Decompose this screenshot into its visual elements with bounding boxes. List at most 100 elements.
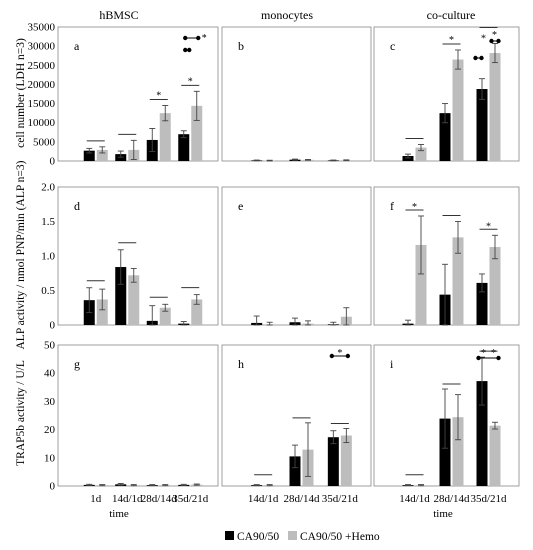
x-category-label: 1d xyxy=(90,493,102,505)
trend-marker-dot-start xyxy=(183,35,188,41)
significance-star: * xyxy=(156,90,161,101)
panel-frame xyxy=(57,344,219,487)
x-category-label: 14d/1d xyxy=(399,493,430,505)
bar xyxy=(340,435,352,486)
x-category-label: 28d/14d xyxy=(283,493,320,505)
x-category-label: 14d/1d xyxy=(112,493,143,505)
trend-marker-dot-end xyxy=(496,38,501,44)
y-tick-label: 2.0 xyxy=(41,182,55,194)
bar xyxy=(452,59,464,161)
panel-letter: h xyxy=(238,357,244,371)
row-label-cell-number: cell number (LDH n=3) xyxy=(15,38,27,148)
trend-marker-dot-start xyxy=(489,38,494,44)
significance-star: * xyxy=(449,35,454,46)
y-tick-label: 50 xyxy=(44,340,56,352)
bar xyxy=(489,247,501,325)
trend-marker-dot-start xyxy=(183,47,188,53)
x-category-label: 14d/1d xyxy=(248,493,279,505)
trend-marker-dot-end xyxy=(496,355,501,361)
bar xyxy=(83,150,95,161)
bar xyxy=(415,147,427,161)
bar xyxy=(452,237,464,325)
panel-frame xyxy=(221,186,372,326)
row-label-alp: ALP activity / nmol PNP/min (ALP n=3) xyxy=(15,160,27,349)
significance-star: * xyxy=(481,348,486,359)
y-tick-label: 0 xyxy=(50,320,56,332)
y-tick-label: 30000 xyxy=(28,41,56,53)
panel-letter: f xyxy=(390,199,394,213)
x-category-label: 35d/21d xyxy=(322,493,359,505)
panel-e: e xyxy=(221,186,372,326)
legend: CA90/50 CA90/50 +Hemo xyxy=(225,531,380,543)
y-tick-label: 35000 xyxy=(28,22,56,34)
panel-letter: d xyxy=(74,199,80,213)
x-category-label: 35d/21d xyxy=(172,493,209,505)
significance-star: * xyxy=(337,348,342,359)
panel-letter: a xyxy=(74,39,80,53)
panels: 05000100001500020000250003000035000a***b… xyxy=(28,22,520,493)
column-heading-coculture: co-culture xyxy=(427,8,476,22)
trend-marker-dot-start xyxy=(476,355,481,361)
panel-letter: c xyxy=(390,39,395,53)
x-title-hbmsc: time xyxy=(109,508,129,520)
significance-star: * xyxy=(188,76,193,87)
y-tick-label: 0.5 xyxy=(41,285,55,297)
bar xyxy=(115,267,127,325)
significance-star: * xyxy=(202,33,207,44)
panel-d: 0 0.5 1.0 1.5 2.0 d xyxy=(41,182,219,332)
x-title-coculture: time xyxy=(433,508,453,520)
bar xyxy=(159,113,171,161)
bar xyxy=(439,418,451,486)
y-tick-label: 5000 xyxy=(33,136,56,148)
bar xyxy=(128,275,140,325)
y-tick-label: 0 xyxy=(50,156,56,168)
panel-frame xyxy=(221,26,372,162)
trend-marker-dot-end xyxy=(187,47,192,53)
legend-label-ca: CA90/50 xyxy=(237,531,279,543)
bar xyxy=(191,299,203,325)
bar xyxy=(415,244,427,325)
column-heading-monocytes: monocytes xyxy=(261,8,313,22)
bar xyxy=(439,113,451,161)
bar xyxy=(402,156,414,161)
bar xyxy=(476,381,488,486)
column-heading-hbmsc: hBMSC xyxy=(99,8,138,22)
y-tick-label: 25000 xyxy=(28,60,56,72)
legend-swatch-ca xyxy=(225,531,234,540)
significance-star: * xyxy=(492,30,497,41)
bar xyxy=(159,307,171,325)
y-tick-label: 10000 xyxy=(28,117,56,129)
panel-b: b xyxy=(221,26,372,162)
panel-letter: i xyxy=(390,357,394,371)
trend-marker-dot-end xyxy=(345,353,351,359)
significance-star: * xyxy=(481,33,486,44)
x-category-label: 28d/14d xyxy=(141,493,178,505)
y-tick-label: 40 xyxy=(44,368,56,380)
trend-marker-dot-start xyxy=(473,55,478,61)
y-tick-label: 1.0 xyxy=(41,251,55,263)
row-label-trap5b: TRAP5b activity / U/L xyxy=(15,360,27,466)
significance-star: * xyxy=(491,348,496,359)
y-tick-label: 20000 xyxy=(28,79,56,91)
bar xyxy=(96,149,108,161)
bar xyxy=(96,299,108,325)
bar xyxy=(178,134,190,161)
significance-star: * xyxy=(486,221,491,232)
y-tick-label: 20 xyxy=(44,424,56,436)
row-label-alp-line1: ALP activity / nmol PNP/min (ALP n=3) xyxy=(15,160,27,349)
y-tick-label: 0 xyxy=(50,481,56,493)
bar xyxy=(489,425,501,486)
panel-i: i * * xyxy=(373,344,520,487)
panel-letter: g xyxy=(74,357,80,371)
panel-g: 0 10 20 30 40 50 g xyxy=(44,340,219,493)
bar xyxy=(476,89,488,161)
panel-c: c * * * xyxy=(373,26,520,162)
trend-marker-dot-end xyxy=(479,55,484,61)
y-tick-label: 15000 xyxy=(28,98,56,110)
panel-letter: b xyxy=(238,39,244,53)
panel-f: f * * xyxy=(373,186,520,326)
panel-h: h* xyxy=(221,344,372,487)
panel-letter: e xyxy=(238,199,243,213)
